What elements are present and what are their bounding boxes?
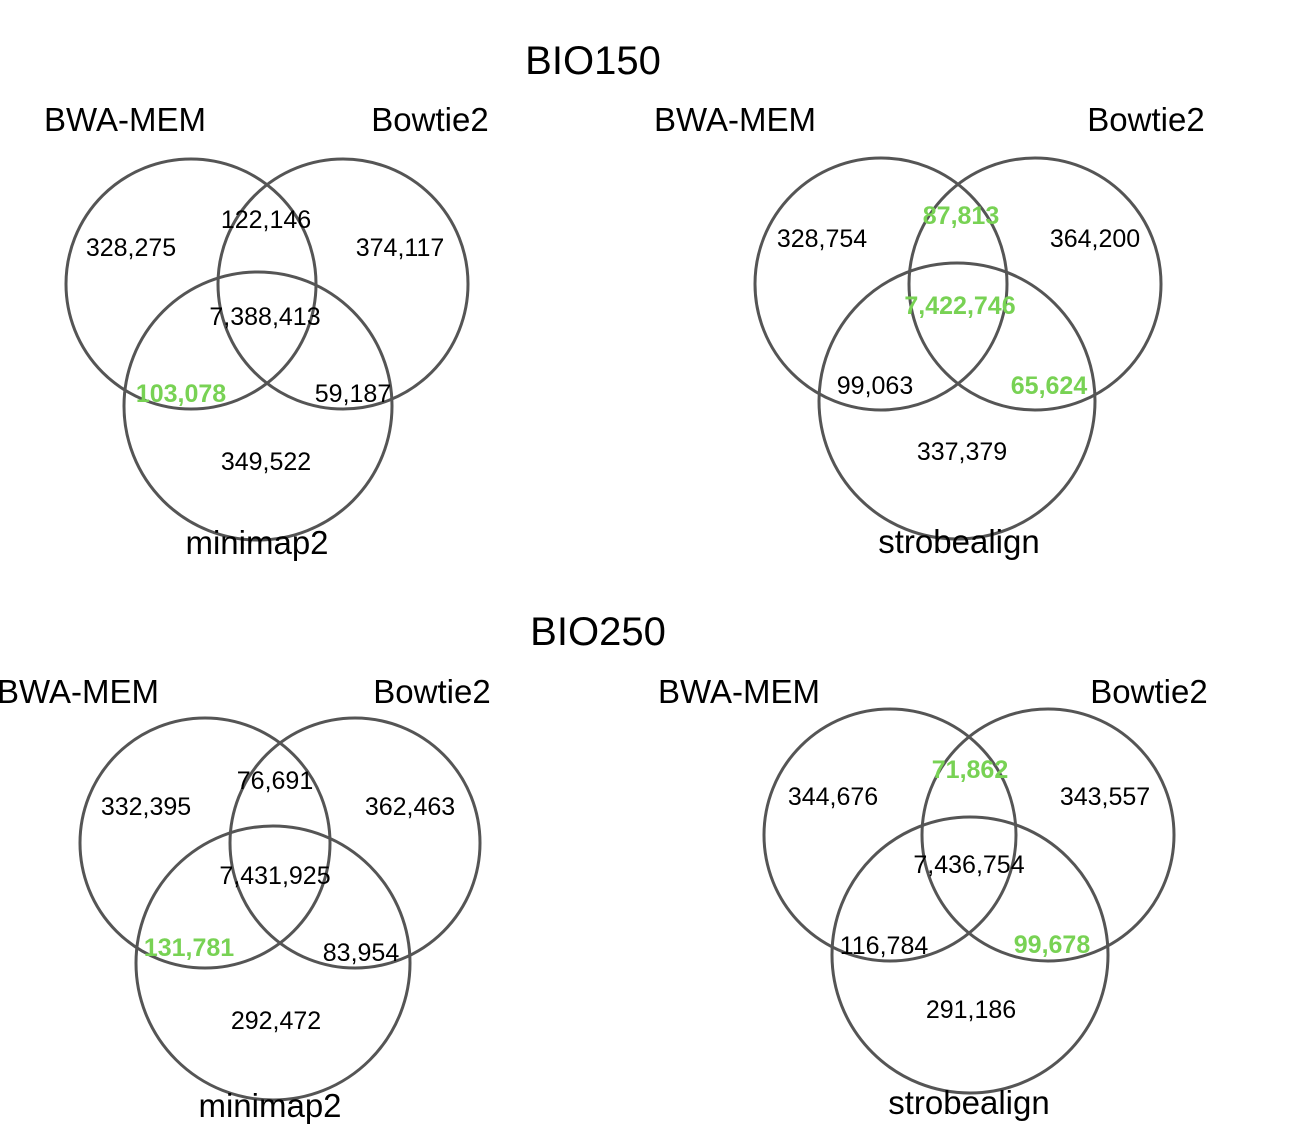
region-minimap2-only: 349,522: [221, 448, 311, 476]
region-bwa-mem-bowtie2: 71,862: [932, 756, 1008, 784]
region-all-three: 7,388,413: [209, 303, 320, 331]
region-bowtie2-minimap2: 83,954: [323, 939, 400, 967]
set-label-bowtie2: Bowtie2: [371, 101, 488, 138]
set-label-minimap2: minimap2: [185, 524, 328, 561]
region-bwa-mem-bowtie2: 87,813: [923, 202, 999, 230]
region-strobealign-only: 291,186: [926, 996, 1016, 1024]
region-bowtie2-only: 374,117: [356, 234, 445, 262]
set-circle-bowtie2: [920, 707, 1176, 963]
venn-diagram-bio150-strobealign: BWA-MEM Bowtie2 strobealign 328,754 87,8…: [654, 101, 1205, 560]
region-bwa-mem-strobealign: 99,063: [837, 372, 913, 400]
set-label-bwa-mem: BWA-MEM: [654, 101, 816, 138]
set-label-minimap2: minimap2: [198, 1087, 341, 1124]
region-bowtie2-only: 362,463: [365, 793, 455, 821]
set-label-strobealign: strobealign: [888, 1084, 1049, 1121]
region-bowtie2-strobealign: 99,678: [1014, 931, 1091, 959]
set-circle-minimap2: [134, 824, 412, 1102]
region-bwa-mem-only: 332,395: [101, 793, 191, 821]
set-circle-bwa-mem: [64, 157, 318, 411]
set-label-bowtie2: Bowtie2: [1090, 673, 1207, 710]
region-bwa-mem-minimap2: 103,078: [136, 380, 226, 408]
region-minimap2-only: 292,472: [231, 1007, 321, 1035]
region-bowtie2-minimap2: 59,187: [315, 380, 391, 408]
region-bwa-mem-only: 344,676: [788, 783, 878, 811]
venn-diagram-bio250-minimap2: BWA-MEM Bowtie2 minimap2 332,395 76,691 …: [0, 673, 491, 1124]
set-circle-strobealign: [830, 815, 1110, 1095]
region-bwa-mem-strobealign: 116,784: [840, 932, 929, 960]
set-label-bowtie2: Bowtie2: [1087, 101, 1204, 138]
region-bwa-mem-bowtie2: 122,146: [221, 206, 311, 234]
set-circle-bowtie2: [228, 716, 482, 970]
region-bowtie2-only: 343,557: [1060, 783, 1150, 811]
set-circle-bwa-mem: [762, 707, 1018, 963]
set-label-bwa-mem: BWA-MEM: [658, 673, 820, 710]
set-label-bwa-mem: BWA-MEM: [0, 673, 159, 710]
section-title-bio250: BIO250: [530, 610, 666, 654]
venn-diagram-bio250-strobealign: BWA-MEM Bowtie2 strobealign 344,676 71,8…: [658, 673, 1208, 1121]
region-strobealign-only: 337,379: [917, 438, 1007, 466]
region-bwa-mem-bowtie2: 76,691: [237, 767, 313, 795]
set-circle-bwa-mem: [753, 156, 1009, 412]
region-all-three: 7,422,746: [904, 292, 1015, 320]
region-bowtie2-only: 364,200: [1050, 225, 1140, 253]
set-circle-strobealign: [817, 261, 1097, 541]
region-all-three: 7,431,925: [219, 862, 330, 890]
region-bwa-mem-minimap2: 131,781: [144, 934, 234, 962]
set-circle-minimap2: [122, 270, 394, 542]
set-label-strobealign: strobealign: [878, 523, 1039, 560]
venn-diagram-bio150-minimap2: BWA-MEM Bowtie2 minimap2 328,275 122,146…: [44, 101, 489, 561]
set-circle-bwa-mem: [78, 716, 332, 970]
region-all-three: 7,436,754: [913, 851, 1024, 879]
set-circle-bowtie2: [216, 157, 470, 411]
set-label-bwa-mem: BWA-MEM: [44, 101, 206, 138]
set-label-bowtie2: Bowtie2: [373, 673, 490, 710]
region-bwa-mem-only: 328,275: [86, 234, 176, 262]
section-title-bio150: BIO150: [525, 39, 661, 83]
set-circle-bowtie2: [907, 156, 1163, 412]
region-bwa-mem-only: 328,754: [777, 225, 867, 253]
region-bowtie2-strobealign: 65,624: [1011, 372, 1088, 400]
